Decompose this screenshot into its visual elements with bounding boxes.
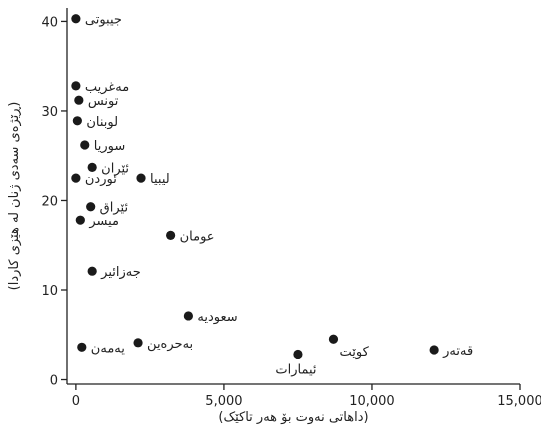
point-label: ئێراق xyxy=(100,201,128,216)
data-point xyxy=(183,311,193,321)
point-label: ئێران xyxy=(101,161,129,176)
x-axis-title: (داهاتی نەوت بۆ هەر تاکێک) xyxy=(218,410,368,425)
y-tick-label: 40 xyxy=(41,15,58,30)
point-label: ئوردن xyxy=(85,172,117,187)
point-label: عومان xyxy=(180,229,215,244)
data-point xyxy=(72,116,82,126)
data-point xyxy=(136,173,146,183)
point-label: یەمەن xyxy=(91,341,125,356)
point-label: سعودیە xyxy=(197,310,237,325)
point-label: جەزائیر xyxy=(100,265,141,280)
data-point xyxy=(74,95,84,105)
y-tick-label: 0 xyxy=(50,374,58,389)
data-point xyxy=(133,338,143,348)
point-label: لوبنان xyxy=(86,115,118,130)
data-point xyxy=(80,140,90,150)
y-axis-title: (ڕێژەی سەدی ژنان لە هێزی کاردا) xyxy=(7,102,22,291)
point-label: جیبوتی xyxy=(85,13,122,28)
point-label: میسر xyxy=(88,214,119,229)
data-point xyxy=(166,230,176,240)
point-label: کوێت xyxy=(339,345,369,360)
y-tick-label: 30 xyxy=(41,105,58,120)
data-point xyxy=(77,342,87,352)
point-label: قەتەر xyxy=(442,344,473,359)
data-point xyxy=(87,162,97,172)
point-label: لیبیا xyxy=(150,172,170,187)
data-point xyxy=(429,345,439,355)
x-tick-label: 10,000 xyxy=(349,394,395,409)
point-label: سوریا xyxy=(94,139,125,154)
data-point xyxy=(71,81,81,91)
x-tick-label: 0 xyxy=(72,394,80,409)
data-point xyxy=(75,215,85,225)
point-label: مەغریب xyxy=(85,80,129,95)
x-tick-label: 5,000 xyxy=(205,394,242,409)
point-label: بەحرەین xyxy=(147,337,193,352)
point-label: ئیمارات xyxy=(275,362,316,377)
axes: 0 5,000 10,000 15,000 0 10 20 30 40 xyxy=(41,8,541,409)
data-point xyxy=(71,173,81,183)
data-point xyxy=(71,14,81,24)
x-tick-label: 15,000 xyxy=(497,394,541,409)
y-tick-label: 10 xyxy=(41,284,58,299)
data-point xyxy=(328,334,339,344)
data-point xyxy=(87,266,97,276)
y-tick-label: 20 xyxy=(41,194,58,209)
data-point xyxy=(86,202,96,212)
data-point xyxy=(293,349,303,360)
point-label: تونس xyxy=(88,94,119,109)
